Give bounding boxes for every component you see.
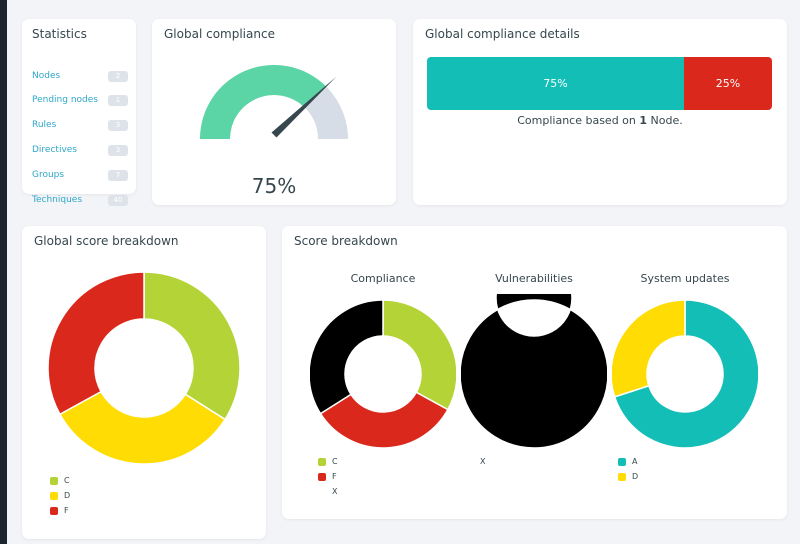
legend-item-d[interactable]: D (50, 491, 70, 506)
donut-slice-x[interactable] (461, 294, 607, 449)
compliance-details-title: Global compliance details (425, 27, 580, 41)
stat-row-directives[interactable]: Directives 3 (32, 143, 128, 159)
donut-slice-c[interactable] (143, 271, 241, 421)
donut-slice-d[interactable] (58, 390, 227, 465)
stat-label[interactable]: Directives (32, 145, 77, 155)
stat-badge: 3 (108, 145, 128, 156)
compliance-gauge (200, 65, 348, 139)
system-updates-subtitle: System updates (640, 272, 730, 285)
donut-slice-f[interactable] (47, 271, 145, 416)
vulnerabilities-donut (461, 294, 607, 449)
global-score-donut (47, 271, 241, 465)
stat-row-nodes[interactable]: Nodes 2 (32, 69, 128, 85)
vulnerabilities-subtitle: Vulnerabilities (495, 272, 573, 285)
statistics-card: Statistics Nodes 2 Pending nodes 1 Rules… (22, 19, 136, 206)
compliance-donut (310, 299, 456, 449)
gauge-fill (200, 65, 327, 139)
legend-item-c[interactable]: C (318, 457, 338, 472)
legend-label: D (632, 472, 639, 481)
legend-item-a[interactable]: A (618, 457, 638, 472)
donut-slice-x[interactable] (310, 299, 384, 415)
compliance-caption: Compliance based on 1 Node. (413, 114, 787, 127)
stat-badge: 3 (108, 120, 128, 131)
donut-slice-d[interactable] (612, 299, 686, 398)
non-compliant-bar[interactable]: 25% (684, 57, 772, 110)
global-compliance-title: Global compliance (164, 27, 275, 41)
vulnerabilities-legend: X (466, 457, 485, 472)
global-score-breakdown-title: Global score breakdown (34, 234, 179, 248)
legend-item-x[interactable]: X (318, 487, 338, 502)
stat-label[interactable]: Rules (32, 120, 57, 130)
legend-item-c[interactable]: C (50, 476, 70, 491)
score-breakdown-card: Score breakdown Compliance C F X Vulnera… (282, 226, 787, 519)
legend-label: C (64, 476, 70, 485)
stat-badge: 2 (108, 71, 128, 82)
legend-swatch (618, 458, 626, 466)
global-score-legend: C D F (50, 476, 70, 521)
stat-label[interactable]: Groups (32, 170, 65, 180)
caption-prefix: Compliance based on (517, 114, 640, 127)
stat-label[interactable]: Pending nodes (32, 95, 98, 105)
stat-label[interactable]: Nodes (32, 71, 61, 81)
donut-slice-f[interactable] (319, 391, 449, 449)
node-count: 1 (639, 114, 648, 127)
stat-row-pending-nodes[interactable]: Pending nodes 1 (32, 93, 128, 109)
stat-badge: 1 (108, 95, 128, 106)
stat-row-rules[interactable]: Rules 3 (32, 118, 128, 134)
legend-label: D (64, 491, 71, 500)
system-updates-donut (612, 299, 758, 449)
legend-item-f[interactable]: F (50, 506, 70, 521)
legend-swatch (50, 477, 58, 485)
legend-label: X (480, 457, 486, 466)
legend-swatch (318, 473, 326, 481)
caption-suffix: Node. (647, 114, 683, 127)
stat-badge: 40 (108, 195, 128, 206)
legend-item-d[interactable]: D (618, 472, 638, 487)
stat-badge: 7 (108, 170, 128, 181)
gauge-needle (271, 76, 337, 138)
statistics-title: Statistics (32, 27, 87, 41)
score-breakdown-title: Score breakdown (294, 234, 398, 248)
gauge-value: 75% (251, 174, 297, 198)
legend-swatch (50, 507, 58, 515)
global-score-breakdown-card: Global score breakdown C D F (22, 226, 266, 539)
legend-swatch (318, 458, 326, 466)
legend-item-x[interactable]: X (466, 457, 485, 472)
sidebar-edge (0, 0, 7, 544)
stat-label[interactable]: Techniques (32, 195, 83, 205)
stat-row-groups[interactable]: Groups 7 (32, 168, 128, 184)
donut-slice-a[interactable] (613, 299, 758, 449)
legend-swatch (618, 473, 626, 481)
system-updates-legend: A D (618, 457, 638, 487)
legend-label: F (332, 472, 337, 481)
legend-label: F (64, 506, 69, 515)
compliance-details-card: Global compliance details 75% 25% Compli… (413, 19, 787, 205)
compliance-subtitle: Compliance (350, 272, 416, 285)
legend-label: C (332, 457, 338, 466)
compliant-bar[interactable]: 75% (427, 57, 684, 110)
global-compliance-card: Global compliance 75% (152, 19, 396, 205)
legend-label: X (332, 487, 338, 496)
legend-swatch (50, 492, 58, 500)
legend-label: A (632, 457, 638, 466)
legend-item-f[interactable]: F (318, 472, 338, 487)
donut-slice-c[interactable] (382, 299, 456, 411)
stat-row-techniques[interactable]: Techniques 40 (32, 193, 128, 209)
compliance-legend: C F X (318, 457, 338, 502)
